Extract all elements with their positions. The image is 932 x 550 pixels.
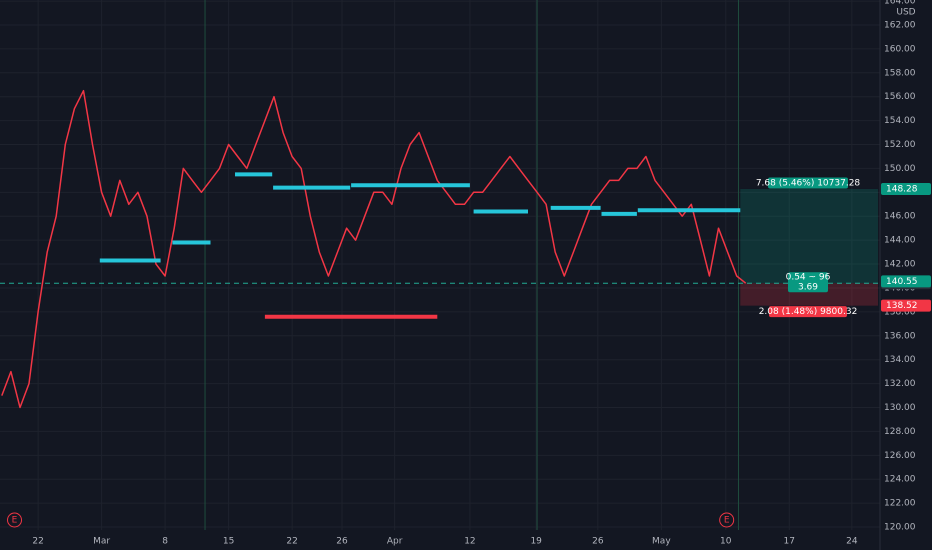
y-tick-label: 162.00 — [884, 20, 916, 30]
x-tick-label: 12 — [464, 537, 475, 547]
mid-label-box — [788, 272, 828, 293]
y-tick-label: 128.00 — [884, 427, 916, 437]
x-tick-label: 19 — [530, 537, 542, 547]
price-tag — [881, 299, 931, 312]
x-tick-label: 15 — [223, 537, 234, 547]
mid-label: 0.54 ~ 96 — [786, 273, 831, 283]
x-tick-label: 10 — [720, 537, 732, 547]
x-tick-label: 17 — [784, 537, 795, 547]
x-tick-label: 24 — [846, 537, 858, 547]
unit-label: USD — [896, 8, 915, 18]
y-tick-label: 130.00 — [884, 403, 916, 413]
y-tick-label: 120.00 — [884, 523, 916, 533]
x-tick-label: 22 — [286, 537, 297, 547]
target-label-box — [768, 177, 848, 189]
x-tick-label: 26 — [592, 537, 604, 547]
earnings-label: E — [12, 516, 18, 526]
y-tick-label: 124.00 — [884, 475, 916, 485]
y-tick-label: 154.00 — [884, 116, 916, 126]
x-tick-label: Mar — [93, 537, 110, 547]
series-line — [1, 89, 747, 409]
y-tick-label: 136.00 — [884, 331, 916, 341]
y-tick-label: 142.00 — [884, 260, 916, 270]
earnings-marker — [7, 512, 23, 528]
earnings-marker — [719, 512, 735, 528]
price-tag — [881, 275, 931, 288]
y-tick-label: 156.00 — [884, 92, 916, 102]
y-tick-label: 146.00 — [884, 212, 916, 222]
target-zone — [740, 188, 878, 284]
y-tick-label: 132.00 — [884, 379, 916, 389]
price-tag — [881, 182, 931, 195]
x-tick-label: Apr — [387, 537, 403, 547]
x-tick-label: 22 — [32, 537, 43, 547]
price-tag-label: 138.52 — [886, 301, 918, 311]
x-tick-label: 8 — [162, 537, 168, 547]
x-tick-label: 26 — [336, 537, 348, 547]
mid-label: 3.69 — [798, 283, 818, 293]
price-tag-label: 140.55 — [886, 277, 918, 287]
y-tick-label: 152.00 — [884, 140, 916, 150]
y-tick-label: 134.00 — [884, 355, 916, 365]
target-label: 7.68 (5.46%) 10737.28 — [756, 178, 861, 188]
stop-zone — [740, 283, 878, 306]
y-tick-label: 160.00 — [884, 44, 916, 54]
y-tick-label: 122.00 — [884, 499, 916, 509]
y-tick-label: 126.00 — [884, 451, 916, 461]
y-tick-label: 158.00 — [884, 68, 916, 78]
price-tag-label: 148.28 — [886, 184, 918, 194]
y-tick-label: 150.00 — [884, 164, 916, 174]
y-tick-label: 138.00 — [884, 307, 916, 317]
earnings-label: E — [724, 516, 730, 526]
y-tick-label: 164.00 — [884, 0, 916, 7]
stop-label-box — [769, 306, 847, 318]
stop-label: 2.08 (1.48%) 9800.32 — [759, 307, 858, 317]
series-line — [99, 172, 741, 263]
x-tick-label: May — [652, 537, 671, 547]
y-tick-label: 144.00 — [884, 236, 916, 246]
